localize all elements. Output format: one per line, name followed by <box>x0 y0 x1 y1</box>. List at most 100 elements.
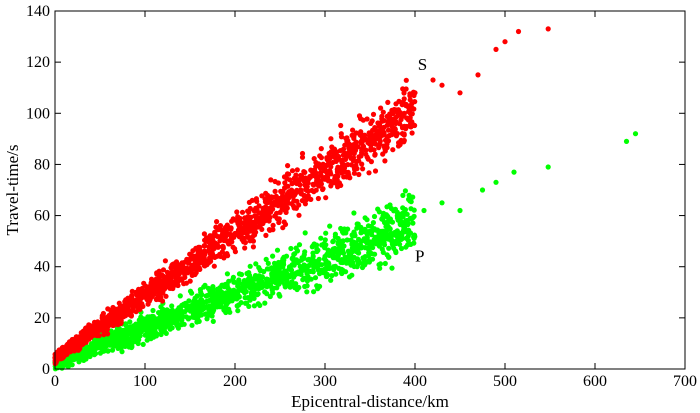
p-wave-point <box>284 271 291 277</box>
s-wave-point <box>105 306 111 312</box>
p-wave-point <box>130 323 136 329</box>
p-wave-point <box>316 256 322 262</box>
x-tick-label: 700 <box>673 373 697 390</box>
p-wave-point <box>288 245 294 252</box>
s-wave-point <box>259 213 265 219</box>
s-wave-point <box>211 263 217 269</box>
y-tick-label: 80 <box>34 156 50 173</box>
p-wave-point <box>511 169 517 175</box>
s-wave-point <box>282 185 288 191</box>
p-wave-point <box>315 286 321 292</box>
p-wave-point <box>296 258 302 265</box>
s-wave-point <box>146 298 152 304</box>
p-wave-point <box>209 313 215 319</box>
s-wave-point <box>326 159 332 165</box>
p-wave-point <box>169 307 176 313</box>
s-wave-point <box>302 201 308 207</box>
s-wave-point <box>363 151 369 157</box>
s-wave-point <box>225 231 231 237</box>
s-wave-point <box>141 280 147 286</box>
s-wave-point <box>301 169 307 175</box>
s-wave-point <box>286 171 292 177</box>
s-wave-point <box>285 163 291 169</box>
s-wave-point <box>370 111 377 117</box>
p-wave-point <box>244 270 250 277</box>
p-wave-point <box>207 288 213 294</box>
p-wave-point <box>398 236 404 242</box>
s-wave-point <box>245 220 251 226</box>
s-wave-point <box>324 155 330 161</box>
s-wave-point <box>315 182 321 188</box>
s-wave-point <box>368 120 374 126</box>
s-wave-point <box>224 252 230 258</box>
s-wave-point <box>242 239 248 246</box>
s-wave-point <box>328 154 334 160</box>
s-wave-point <box>302 175 308 181</box>
s-wave-point <box>360 166 366 172</box>
p-wave-point <box>388 230 394 237</box>
s-wave-point <box>250 234 256 240</box>
s-wave-point <box>407 97 413 103</box>
s-wave-label: S <box>418 55 427 74</box>
p-wave-point <box>186 298 192 304</box>
s-wave-point <box>401 137 407 144</box>
s-wave-point <box>320 186 326 192</box>
p-wave-point <box>309 244 315 250</box>
p-wave-point <box>210 318 216 324</box>
p-wave-point <box>301 255 307 261</box>
s-wave-point <box>409 130 415 136</box>
p-wave-point <box>300 277 306 283</box>
p-wave-point <box>361 256 367 262</box>
p-wave-point <box>247 284 253 291</box>
p-wave-point <box>226 278 232 284</box>
s-wave-point <box>156 293 162 300</box>
p-wave-point <box>161 327 167 333</box>
p-wave-point <box>338 259 344 265</box>
p-wave-point <box>242 290 248 296</box>
x-tick-label: 100 <box>133 373 157 390</box>
y-tick-label: 20 <box>34 310 50 327</box>
p-wave-point <box>163 315 169 322</box>
s-wave-point <box>286 195 292 201</box>
p-wave-point <box>264 266 270 272</box>
s-wave-point <box>232 230 238 237</box>
s-wave-point <box>158 272 165 279</box>
p-wave-point <box>280 264 286 270</box>
p-wave-point <box>115 334 121 340</box>
p-wave-point <box>319 262 325 268</box>
s-wave-point <box>174 270 180 276</box>
s-wave-point <box>317 170 324 176</box>
p-wave-point <box>301 262 307 268</box>
p-wave-point <box>196 305 202 311</box>
p-wave-point <box>76 359 82 365</box>
p-wave-point <box>308 276 314 282</box>
s-wave-point <box>170 281 176 287</box>
s-wave-point <box>160 288 166 294</box>
s-wave-point <box>214 242 220 248</box>
p-wave-point <box>296 242 303 248</box>
s-wave-point <box>318 146 324 152</box>
s-wave-point <box>350 158 356 164</box>
p-wave-point <box>113 329 119 335</box>
p-wave-point <box>411 240 417 246</box>
p-wave-point <box>107 342 113 348</box>
p-wave-point <box>279 270 285 276</box>
s-wave-point <box>378 105 384 111</box>
s-wave-point <box>493 46 499 53</box>
s-wave-point <box>271 199 277 205</box>
s-wave-point <box>333 158 339 164</box>
s-wave-point <box>119 312 125 318</box>
s-wave-point <box>113 320 120 327</box>
s-wave-point <box>129 297 135 303</box>
p-wave-point <box>153 333 159 339</box>
s-wave-point <box>136 286 142 292</box>
y-tick-label: 40 <box>34 259 50 276</box>
p-wave-point <box>384 204 390 210</box>
p-wave-point <box>457 207 463 214</box>
y-tick-label: 0 <box>42 361 50 378</box>
s-wave-point <box>217 253 223 259</box>
p-wave-point <box>187 288 194 294</box>
p-wave-point <box>405 237 411 244</box>
s-wave-point <box>85 327 92 334</box>
p-wave-point <box>386 254 392 260</box>
